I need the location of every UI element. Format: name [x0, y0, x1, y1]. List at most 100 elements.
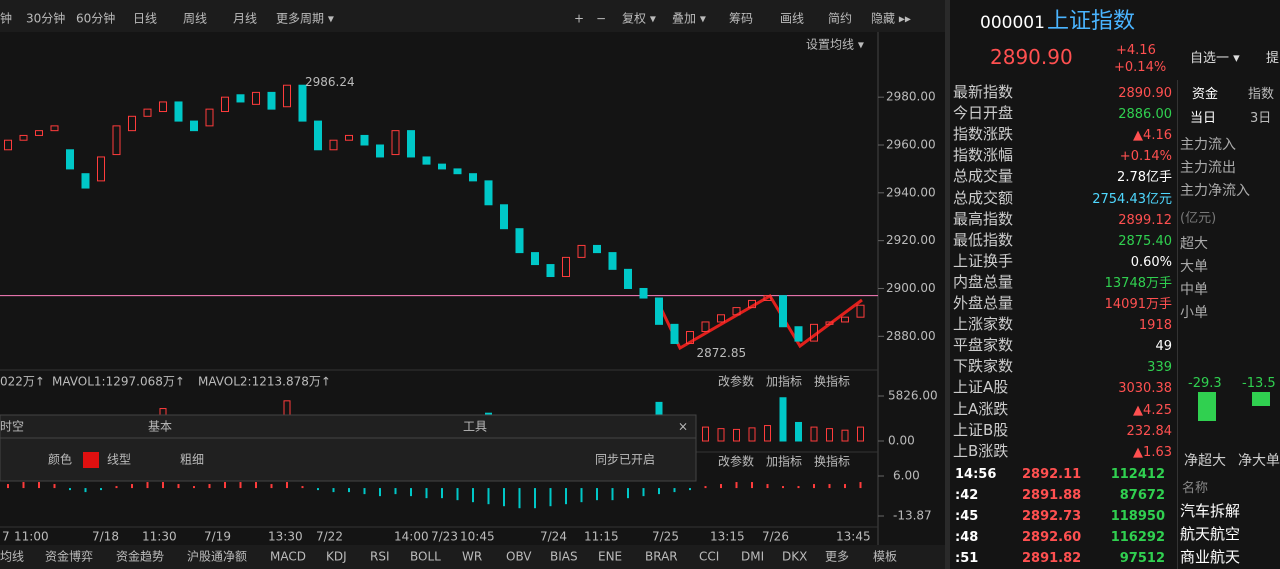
candle-body	[128, 115, 136, 132]
candle-body	[856, 304, 865, 318]
x-tick-label: 11:15	[584, 530, 619, 544]
stat-value: 339	[1147, 360, 1172, 376]
candle-body	[701, 321, 710, 333]
candle-body	[841, 316, 849, 323]
change-pct: +0.14%	[1114, 60, 1167, 75]
candle-body	[639, 287, 648, 299]
x-tick-label: 7/23	[431, 530, 458, 544]
period-tab: 周线	[183, 12, 207, 26]
toolbar-bg	[0, 0, 945, 32]
popup-label: 粗细	[180, 453, 204, 467]
tool-button: −	[596, 12, 606, 26]
x-tick-label: 11:00	[14, 530, 49, 544]
candle-body	[546, 264, 555, 278]
y-tick-label: 5826.00	[888, 389, 938, 403]
x-tick-label: 7/18	[92, 530, 119, 544]
candle-body	[515, 228, 524, 254]
candle-body	[298, 84, 307, 122]
flow-row: 主力流出	[1180, 160, 1236, 176]
flow-bar	[1252, 392, 1270, 406]
button[interactable]: 提	[1266, 51, 1280, 66]
candle-body	[391, 130, 400, 156]
tool-button: 简约	[828, 11, 852, 26]
x-tick-label: 13:45	[836, 530, 871, 544]
bar-label: 净超大	[1184, 453, 1226, 469]
sync-button: 同步已开启	[595, 453, 655, 467]
candle-body	[810, 323, 818, 342]
bar-value: -29.3	[1188, 376, 1222, 391]
trade-price: 2892.11	[1022, 467, 1082, 482]
flow-row: 主力净流入	[1180, 183, 1250, 199]
candle-body	[732, 307, 741, 316]
volume-bar	[795, 421, 802, 442]
popup-label: 颜色	[48, 452, 72, 467]
stat-label: 总成交额	[953, 188, 1014, 207]
panel-button: 加指标	[766, 454, 802, 469]
stat-value: 49	[1155, 339, 1172, 355]
indicator-tab: DKX	[782, 550, 807, 564]
candle-body	[143, 108, 152, 117]
stat-value: 2886.00	[1118, 107, 1172, 123]
tab[interactable]: 资金	[1192, 87, 1219, 102]
volume-legend: MAVOL1:1297.068万↑	[52, 375, 185, 389]
stat-value: 3030.38	[1118, 381, 1172, 397]
candle-body	[97, 156, 105, 182]
candle-body	[577, 244, 586, 258]
tool-button: +	[574, 12, 584, 26]
volume-bar	[702, 426, 709, 442]
trade-vol: 116292	[1110, 530, 1165, 545]
trade-price: 2891.82	[1022, 551, 1082, 566]
divider	[945, 0, 950, 569]
indicator-tab: 资金趋势	[116, 549, 164, 564]
sector[interactable]: 商业航天	[1180, 548, 1241, 566]
trade-time: :45	[955, 509, 979, 524]
tool-button: 筹码	[729, 12, 753, 26]
stat-value: 232.84	[1126, 423, 1173, 439]
indicator-tab: 更多	[825, 550, 849, 564]
indicator-tab: DMI	[741, 550, 764, 564]
stat-label: 平盘家数	[953, 336, 1014, 355]
candle-body	[717, 314, 725, 323]
tab[interactable]: 指数	[1248, 87, 1275, 102]
bar-label: 净大单	[1238, 453, 1280, 469]
candle-body	[593, 244, 601, 254]
candle-body	[624, 268, 632, 289]
period-tab: 更多周期 ▾	[276, 12, 334, 26]
trade-time: :42	[955, 488, 979, 503]
tab[interactable]: 当日	[1190, 111, 1217, 126]
candle-body	[345, 134, 353, 141]
x-tick-label: 10:45	[460, 530, 495, 544]
sector[interactable]: 汽车拆解	[1180, 502, 1241, 520]
tool-button: 隐藏 ▸▸	[871, 12, 911, 26]
stat-label: 最新指数	[953, 83, 1014, 101]
stat-label: 上证换手	[953, 251, 1014, 270]
x-tick-label: 7/24	[540, 530, 567, 544]
flow-bar	[1198, 392, 1216, 422]
stat-value: ▲4.16	[1133, 128, 1172, 144]
candle-body	[825, 321, 834, 325]
candle-body	[66, 149, 74, 170]
indicator-tab: RSI	[370, 550, 390, 564]
period-tab: 日线	[133, 12, 157, 26]
change: +4.16	[1116, 43, 1156, 58]
x-tick-label: 7/26	[762, 530, 789, 544]
button[interactable]: 自选一 ▾	[1190, 51, 1240, 66]
volume-bar	[748, 427, 756, 442]
stat-value: ▲1.63	[1133, 444, 1172, 460]
volume-bar	[841, 429, 849, 442]
candle-body	[205, 108, 214, 127]
size-row: 大单	[1180, 259, 1208, 275]
stat-value: 2754.43亿元	[1092, 191, 1172, 207]
tab[interactable]: 3日	[1250, 111, 1272, 126]
indicator-tab: KDJ	[326, 550, 347, 564]
volume-bar	[717, 428, 725, 442]
stat-label: 下跌家数	[953, 357, 1014, 376]
divider	[1177, 80, 1178, 569]
x-tick-label: 14:00	[394, 530, 429, 544]
candle-body	[360, 134, 369, 146]
stat-label: 上B涨跌	[953, 441, 1009, 460]
sector[interactable]: 航天航空	[1180, 525, 1241, 543]
close-x: ×	[678, 420, 688, 434]
candle-body	[19, 134, 28, 141]
stat-value: 2.78亿手	[1117, 170, 1172, 186]
